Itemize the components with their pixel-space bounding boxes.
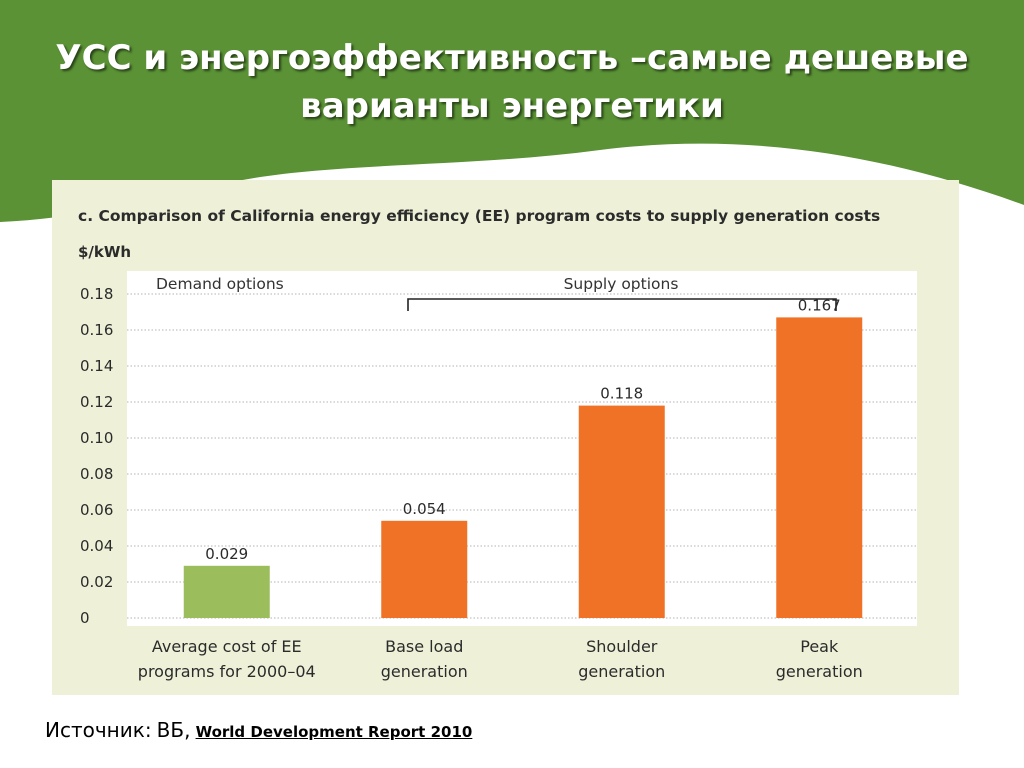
bar [381, 520, 468, 618]
header-band [0, 0, 1024, 222]
source-separator: , [184, 718, 191, 742]
slide-title-line1: УСС и энергоэффективность –самые дешевые [55, 38, 969, 78]
y-tick-label: 0.08 [80, 465, 113, 483]
slide-title: УСС и энергоэффективность –самые дешевые… [0, 34, 1024, 130]
category-label: programs for 2000–04 [138, 662, 316, 681]
bar-value-label: 0.054 [403, 500, 446, 518]
supply-options-label: Supply options [564, 275, 679, 293]
bar-value-label: 0.167 [798, 296, 841, 314]
category-label: Shoulder [586, 637, 658, 656]
bar-chart: c. Comparison of California energy effic… [52, 180, 959, 695]
bar [578, 405, 665, 618]
chart-title: c. Comparison of California energy effic… [78, 207, 880, 225]
source-report-link[interactable]: World Development Report 2010 [195, 723, 473, 741]
supply-options-bracket [407, 298, 837, 311]
category-label: Base load [385, 637, 463, 656]
source-line: Источник: ВБ, World Development Report 2… [45, 718, 472, 742]
bar [776, 317, 863, 618]
y-tick-label: 0 [80, 609, 90, 627]
category-label: Average cost of EE [152, 637, 302, 656]
y-tick-label: 0.02 [80, 573, 113, 591]
source-org: ВБ [156, 718, 185, 742]
category-label: generation [578, 662, 665, 681]
y-tick-label: 0.14 [80, 357, 113, 375]
y-axis-label: $/kWh [78, 243, 131, 261]
bar-value-label: 0.118 [600, 385, 643, 403]
demand-options-label: Demand options [156, 275, 284, 293]
y-tick-layer: 0.18 0.16 0.14 0.12 0.10 0.08 0.06 0.04 0.02 0 [80, 285, 113, 627]
y-tick-label: 0.16 [80, 321, 113, 339]
category-label: generation [381, 662, 468, 681]
bar [183, 565, 270, 618]
bar-layer: 0.029 0.054 0.118 0.167 [183, 296, 863, 618]
category-label-layer: Average cost of EE programs for 2000–04 Ba… [138, 637, 863, 681]
category-label: generation [776, 662, 863, 681]
y-tick-label: 0.12 [80, 393, 113, 411]
source-label: Источник: [45, 718, 152, 742]
category-label: Peak [800, 637, 839, 656]
y-tick-label: 0.06 [80, 501, 113, 519]
slide-title-line2: варианты энергетики [300, 86, 724, 126]
y-tick-label: 0.04 [80, 537, 113, 555]
chart-panel: c. Comparison of California energy effic… [52, 180, 959, 695]
y-tick-label: 0.18 [80, 285, 113, 303]
bar-value-label: 0.029 [205, 545, 248, 563]
y-tick-label: 0.10 [80, 429, 113, 447]
